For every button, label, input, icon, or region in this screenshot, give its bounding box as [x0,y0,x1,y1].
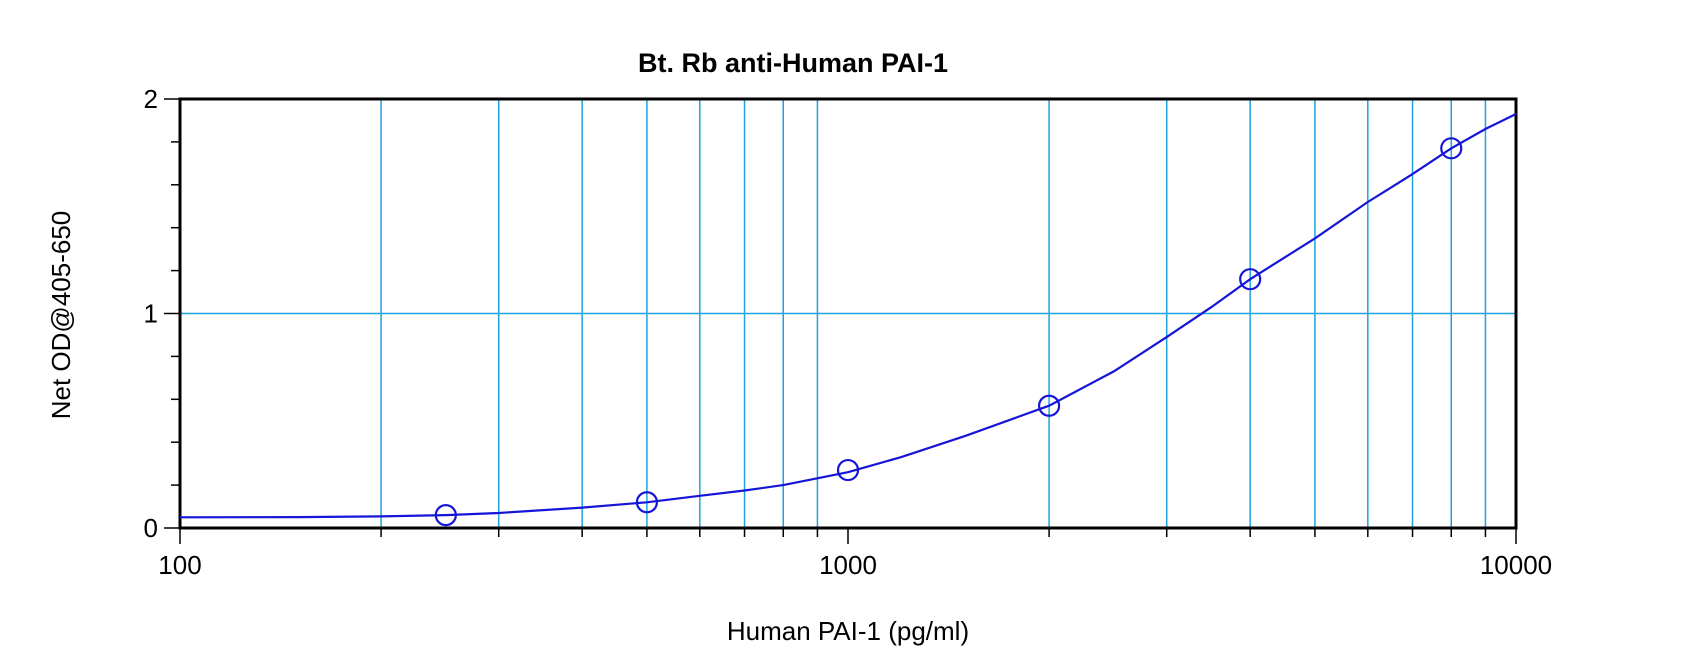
data-point [836,458,860,482]
y-tick-label: 2 [144,84,158,114]
axis-ticks [164,98,1517,544]
data-point [434,504,457,527]
x-tick-label: 10000 [1480,550,1552,580]
chart-title: Bt. Rb anti-Human PAI-1 [638,48,948,78]
data-points [434,137,1463,527]
y-axis-label: Net OD@405-650 [46,211,76,420]
data-point [1440,137,1463,160]
x-tick-label: 100 [158,550,201,580]
grid-lines [180,99,1516,528]
fit-curve [179,113,1517,519]
data-point [1239,268,1262,291]
y-tick-label: 0 [144,513,158,543]
data-point [1037,394,1061,417]
x-axis-label: Human PAI-1 (pg/ml) [727,616,969,646]
data-point [635,491,659,514]
x-tick-label: 1000 [819,550,877,580]
tick-labels: 100 1000 10000 0 1 2 [144,84,1553,580]
y-tick-label: 1 [144,299,158,329]
